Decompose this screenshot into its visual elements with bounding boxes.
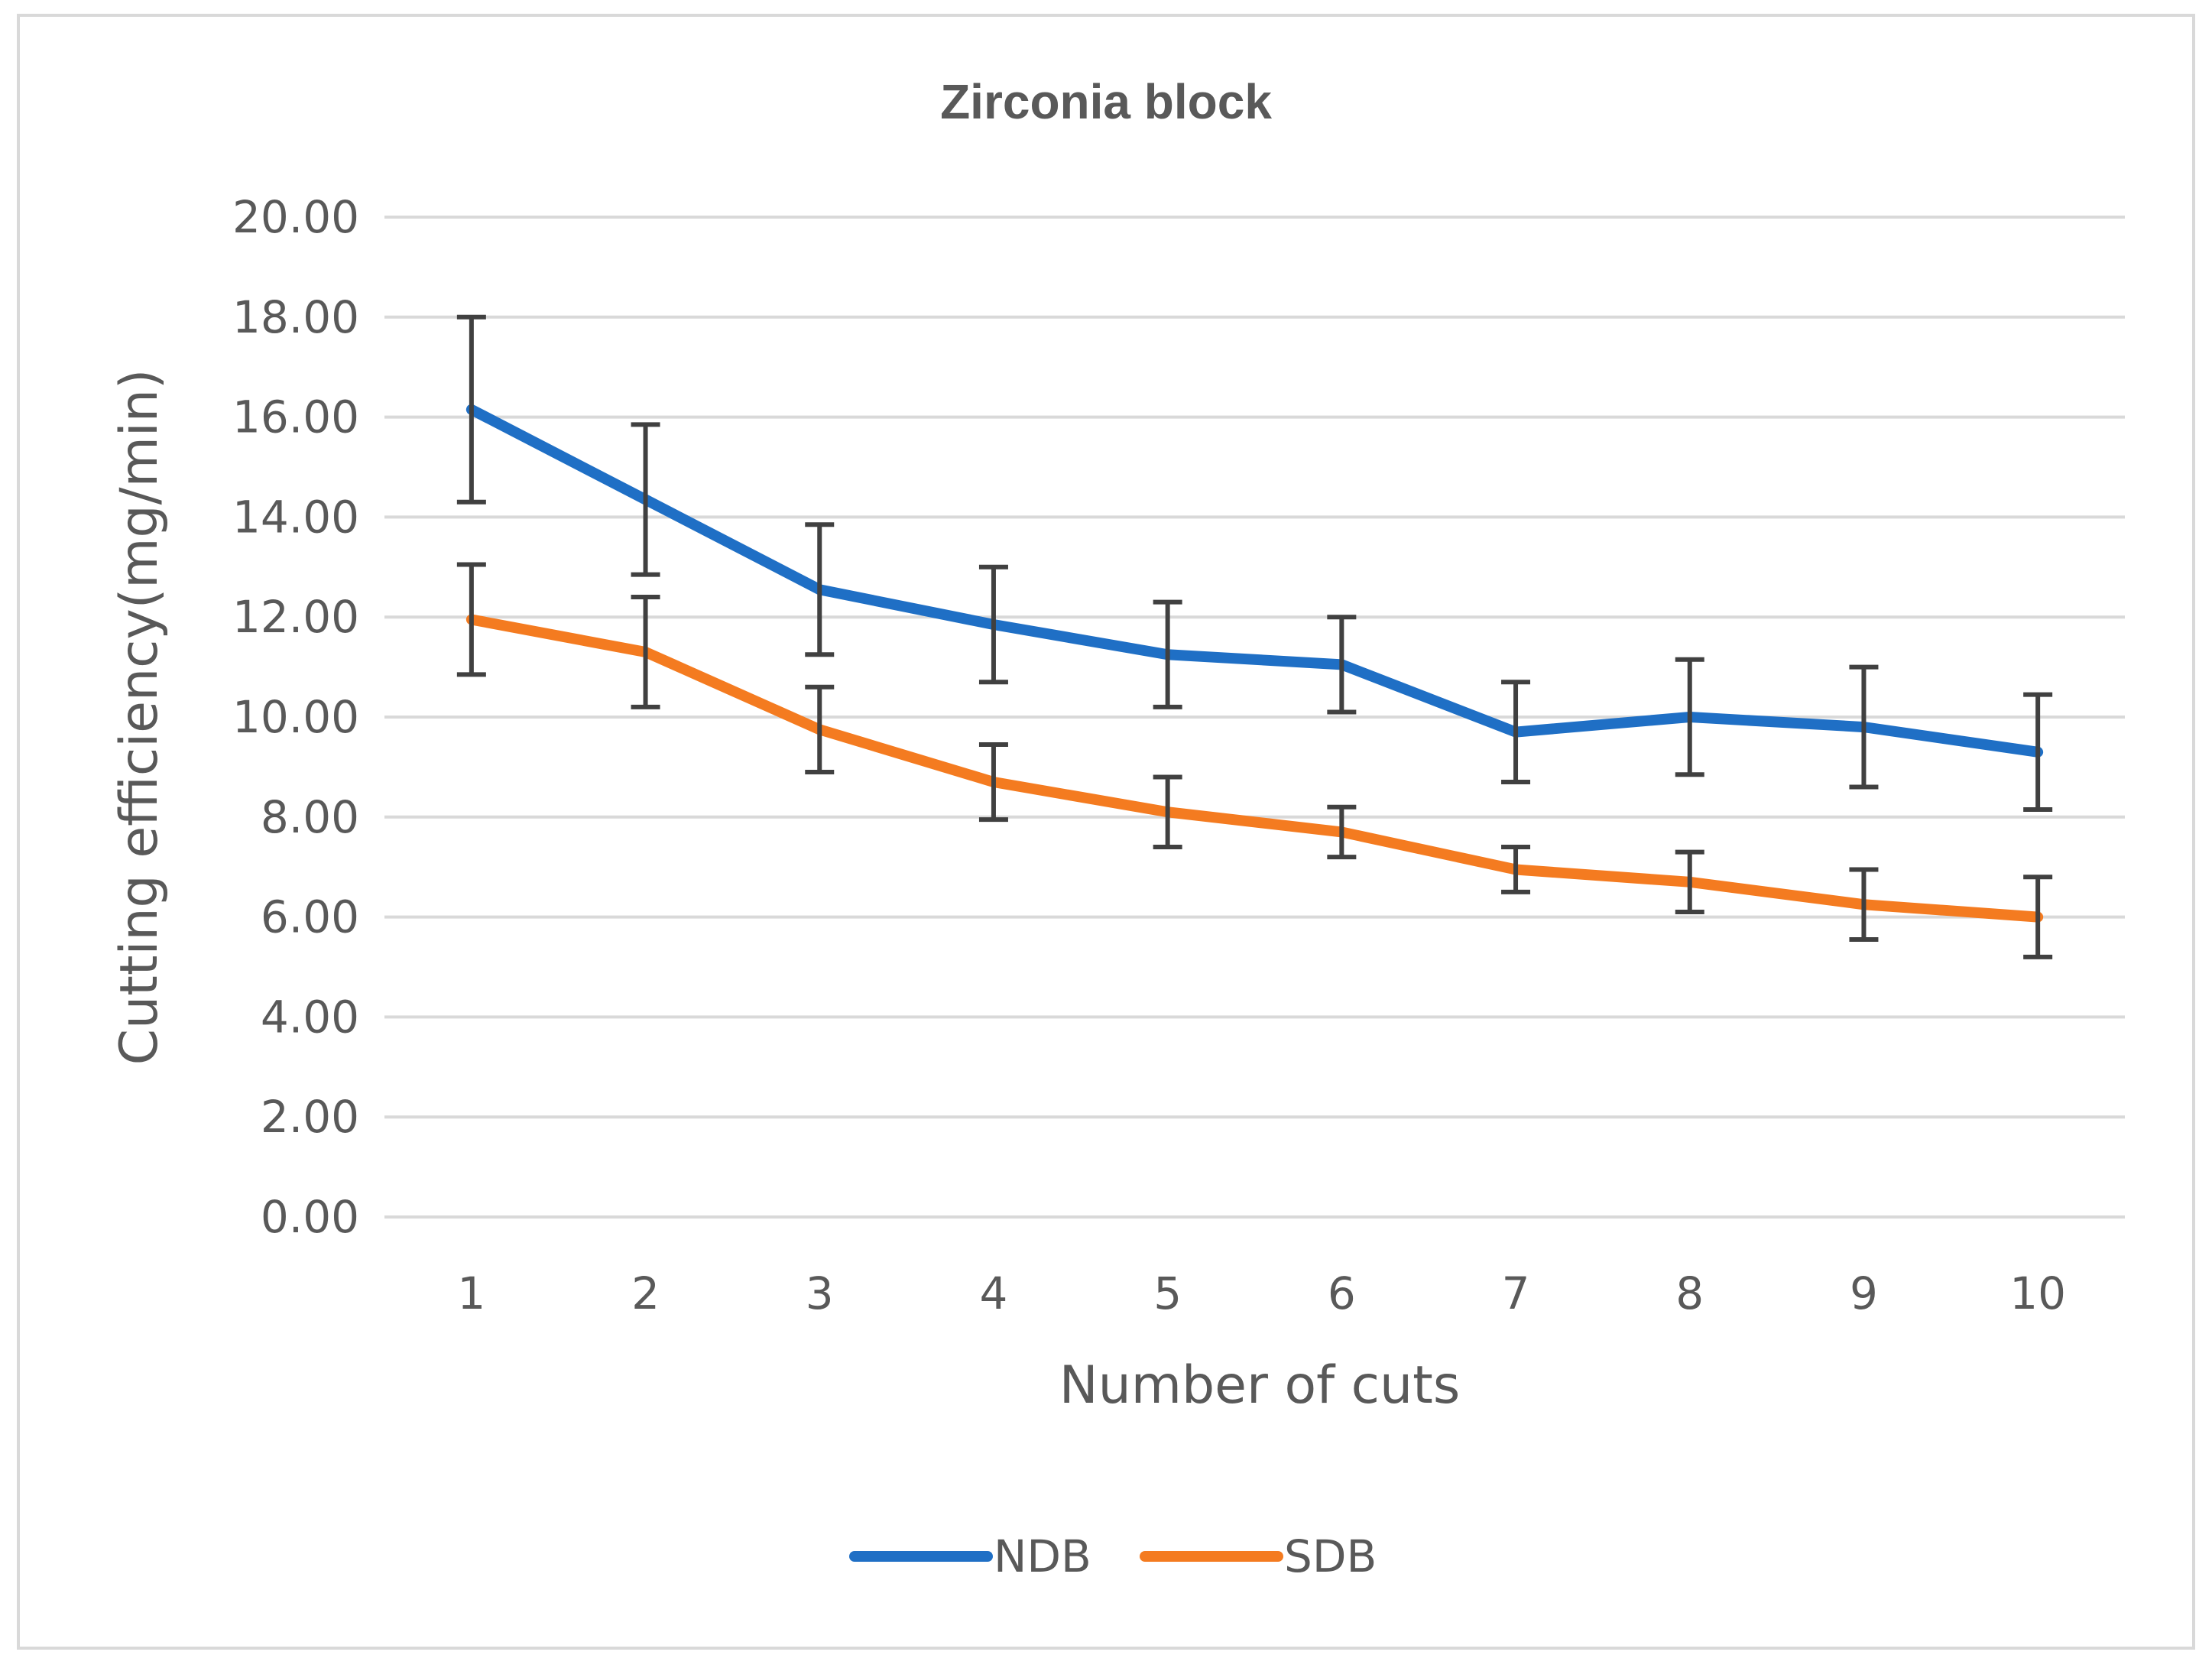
y-tick-label: 6.00	[261, 891, 359, 943]
y-axis-ticks: 0.00 2.00 4.00 6.00 8.00 10.00 12.00 14.00 16.00…	[232, 191, 359, 1243]
legend-label: NDB	[994, 1530, 1091, 1582]
series-line-sdb	[465, 614, 2044, 923]
y-tick-label: 14.00	[232, 491, 359, 543]
error-bar-sdb	[805, 684, 835, 774]
y-tick-label: 4.00	[261, 991, 359, 1043]
error-bar-ndb	[805, 522, 835, 657]
legend: NDB SDB	[849, 1530, 1377, 1582]
series-line-ndb	[465, 404, 2044, 758]
error-bar-sdb	[1501, 845, 1531, 894]
x-tick-label: 5	[1153, 1267, 1182, 1319]
x-tick-label: 2	[631, 1267, 660, 1319]
error-bar-ndb	[1153, 599, 1182, 709]
error-bar-ndb	[2023, 692, 2053, 812]
error-bar-ndb	[1675, 657, 1704, 777]
chart-frame	[17, 14, 2195, 1650]
x-axis-label: Number of cuts	[1059, 1355, 1461, 1416]
error-bar-sdb	[1849, 867, 1879, 943]
error-bar-sdb	[1675, 849, 1704, 915]
x-tick-label: 8	[1675, 1267, 1704, 1319]
y-tick-label: 8.00	[261, 791, 359, 843]
error-bar-ndb	[1849, 664, 1879, 790]
y-tick-label: 10.00	[232, 691, 359, 743]
legend-item-ndb: NDB	[849, 1530, 1091, 1582]
x-tick-label: 10	[2009, 1267, 2066, 1319]
x-tick-label: 4	[979, 1267, 1007, 1319]
x-tick-label: 6	[1328, 1267, 1356, 1319]
error-bar-sdb	[2023, 875, 2053, 959]
error-bar-sdb	[1153, 774, 1182, 850]
y-tick-label: 18.00	[232, 291, 359, 343]
x-tick-label: 1	[457, 1267, 485, 1319]
series-lines	[465, 404, 2044, 923]
legend-label: SDB	[1284, 1530, 1377, 1582]
y-tick-label: 2.00	[261, 1091, 359, 1143]
error-bar-sdb	[1327, 804, 1357, 860]
error-bar-sdb	[978, 742, 1008, 823]
y-tick-label: 20.00	[232, 191, 359, 243]
y-tick-label: 16.00	[232, 391, 359, 443]
error-bar-sdb	[456, 562, 486, 677]
error-bar-ndb	[631, 422, 660, 577]
chart-title: Zirconia block	[940, 74, 1272, 129]
error-bar-ndb	[1501, 680, 1531, 785]
error-bar-ndb	[1327, 615, 1357, 715]
x-tick-label: 9	[1850, 1267, 1878, 1319]
y-axis-label: Cutting efficiency(mg/min)	[109, 369, 170, 1066]
error-bar-ndb	[456, 314, 486, 505]
y-tick-label: 0.00	[261, 1191, 359, 1243]
error-bar-sdb	[631, 595, 660, 709]
gridlines	[384, 216, 2125, 1219]
y-tick-label: 12.00	[232, 591, 359, 643]
error-bar-ndb	[978, 564, 1008, 685]
x-tick-label: 7	[1502, 1267, 1530, 1319]
legend-item-sdb: SDB	[1140, 1530, 1377, 1582]
error-bars	[456, 314, 2053, 959]
x-axis-ticks: 1 2 3 4 5 6 7 8 9 10	[457, 1267, 2066, 1319]
x-tick-label: 3	[806, 1267, 834, 1319]
